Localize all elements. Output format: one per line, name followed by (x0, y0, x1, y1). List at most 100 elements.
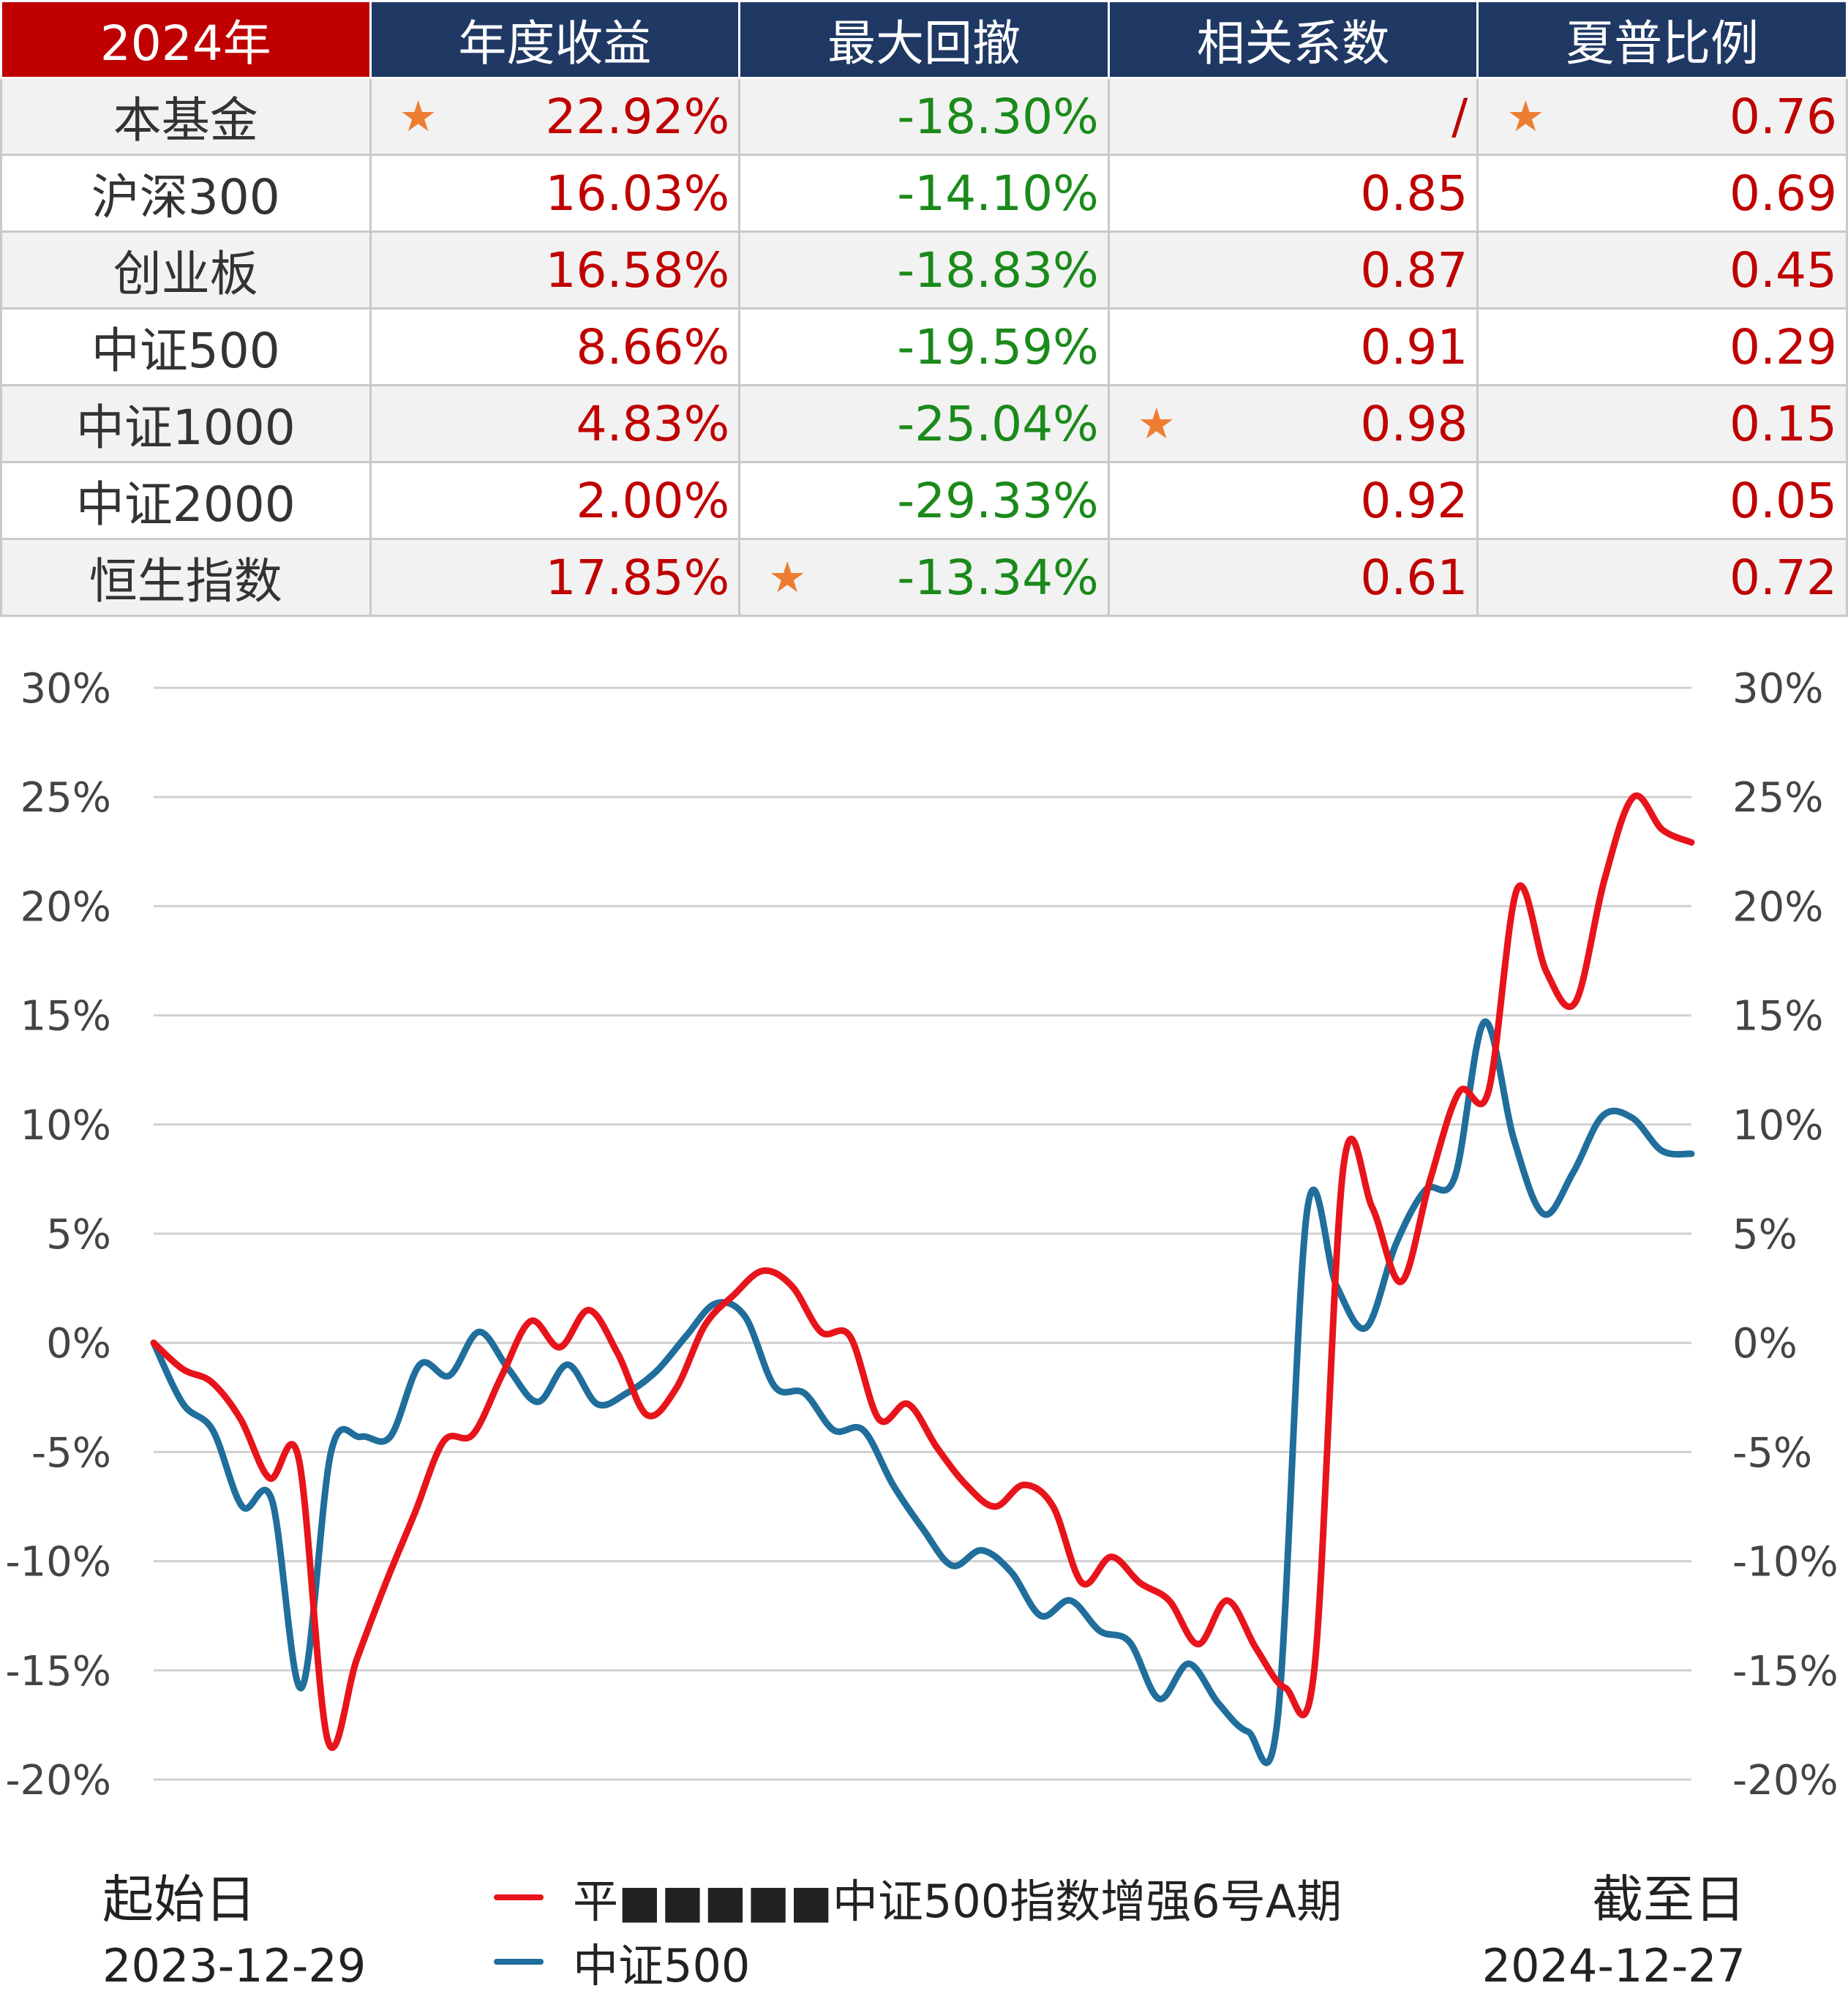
y-tick-label-left: -5% (31, 1429, 111, 1477)
cell-value: 0.87 (1360, 241, 1468, 299)
max-drawdown-cell: -18.83% (738, 230, 1110, 310)
cell-value: 2.00% (576, 472, 730, 529)
row-name-cell: 恒生指数 (0, 538, 372, 617)
cell-value: -29.33% (897, 472, 1099, 529)
cell-value: 22.92% (545, 88, 730, 145)
y-tick-label-right: -5% (1732, 1429, 1812, 1477)
start-date: 2023-12-29 (102, 1939, 367, 1992)
cell-value: 0.98 (1360, 395, 1468, 452)
cell-value: -18.83% (897, 241, 1099, 299)
year-header: 2024年 (0, 0, 372, 79)
correlation-cell: 0.85 (1107, 154, 1479, 233)
max-drawdown-cell: -19.59% (738, 307, 1110, 386)
y-tick-label-right: 15% (1732, 993, 1823, 1041)
cell-value: 16.03% (545, 165, 730, 222)
row-name-cell: 中证2000 (0, 461, 372, 540)
y-tick-label-left: 20% (20, 883, 111, 931)
cell-value: 0.45 (1729, 241, 1837, 299)
y-tick-label-right: 5% (1732, 1211, 1798, 1259)
legend-label: 中证500 (573, 1939, 751, 1992)
y-tick-label-right: 25% (1732, 774, 1823, 822)
sharpe-cell: 0.45 (1476, 230, 1848, 310)
annual-return-cell: 4.83% (369, 384, 741, 463)
table-row: 中证500 8.66% -19.59% 0.91 0.29 (0, 307, 1848, 386)
y-tick-label-right: -20% (1732, 1757, 1838, 1804)
y-tick-label-right: 30% (1732, 665, 1823, 713)
sharpe-header: 夏普比例 (1476, 0, 1848, 79)
y-tick-label-right: -15% (1732, 1648, 1838, 1695)
y-tick-label-left: -10% (5, 1539, 111, 1586)
sharpe-cell: ★ 0.76 (1476, 77, 1848, 156)
table-row: 中证1000 4.83% -25.04% ★ 0.98 0.15 (0, 384, 1848, 463)
y-tick-label-left: 15% (20, 993, 111, 1041)
start-label: 起始日 (102, 1870, 256, 1930)
table-row: 本基金 ★ 22.92% -18.30% / ★ 0.76 (0, 77, 1848, 156)
y-tick-label-left: 25% (20, 774, 111, 822)
cell-value: -18.30% (897, 88, 1099, 145)
max-drawdown-cell: ★ -13.34% (738, 538, 1110, 617)
y-tick-label-left: 30% (20, 665, 111, 713)
row-name-cell: 沪深300 (0, 154, 372, 233)
chart-series (150, 792, 1695, 1766)
correlation-cell: 0.87 (1107, 230, 1479, 310)
max-drawdown-header: 最大回撤 (738, 0, 1110, 79)
cell-value: -25.04% (897, 395, 1099, 452)
annual-return-cell: 2.00% (369, 461, 741, 540)
cell-value: 0.92 (1360, 472, 1468, 529)
cell-value: 16.58% (545, 241, 730, 299)
cell-value: 17.85% (545, 549, 730, 606)
legend-label: 平■■■■■中证500指数增强6号A期 (573, 1875, 1342, 1928)
legend-item-csi500: 中证500 (494, 1929, 750, 1995)
cell-value: 0.72 (1729, 549, 1837, 606)
cell-value: 0.29 (1729, 318, 1837, 375)
correlation-cell: 0.61 (1107, 538, 1479, 617)
line-chart: 30% 25% 20% 15% 10% 5% 0% -5% -10% -15% -20% 30% 25… (5, 665, 1838, 1804)
cell-value: 0.85 (1360, 165, 1468, 222)
star-icon: ★ (399, 91, 437, 141)
cell-value: -13.34% (897, 549, 1099, 606)
legend-item-fund: 平■■■■■中证500指数增强6号A期 (494, 1864, 1342, 1930)
cell-value: 0.61 (1360, 549, 1468, 606)
cell-value: 0.91 (1360, 318, 1468, 375)
table-body: 本基金 ★ 22.92% -18.30% / ★ 0.76 沪深300 16.03% -14.10… (0, 77, 1848, 617)
annual-return-cell: 17.85% (369, 538, 741, 617)
y-tick-label-right: 0% (1732, 1320, 1798, 1368)
table-row: 创业板 16.58% -18.83% 0.87 0.45 (0, 230, 1848, 310)
y-tick-label-left: 0% (46, 1320, 111, 1368)
y-axis-left: 30% 25% 20% 15% 10% 5% 0% -5% -10% -15% -20% (5, 665, 111, 1804)
row-name-cell: 中证1000 (0, 384, 372, 463)
sharpe-cell: 0.05 (1476, 461, 1848, 540)
correlation-cell: 0.91 (1107, 307, 1479, 386)
table-row: 中证2000 2.00% -29.33% 0.92 0.05 (0, 461, 1848, 540)
y-tick-label-right: -10% (1732, 1539, 1838, 1586)
cell-value: 0.69 (1729, 165, 1837, 222)
cell-value: -19.59% (897, 318, 1099, 375)
sharpe-cell: 0.15 (1476, 384, 1848, 463)
y-tick-label-left: -20% (5, 1757, 111, 1804)
y-tick-label-left: -15% (5, 1648, 111, 1695)
cell-value: 8.66% (576, 318, 730, 375)
sharpe-cell: 0.69 (1476, 154, 1848, 233)
sharpe-cell: 0.29 (1476, 307, 1848, 386)
cell-value: -14.10% (897, 165, 1099, 222)
table-header-row: 2024年 年度收益 最大回撤 相关系数 夏普比例 (0, 0, 1848, 79)
star-icon: ★ (1506, 91, 1545, 141)
row-name-cell: 本基金 (0, 77, 372, 156)
cell-value: 0.05 (1729, 472, 1837, 529)
max-drawdown-cell: -29.33% (738, 461, 1110, 540)
annual-return-cell: 16.03% (369, 154, 741, 233)
row-name-cell: 中证500 (0, 307, 372, 386)
table-row: 沪深300 16.03% -14.10% 0.85 0.69 (0, 154, 1848, 233)
y-tick-label-left: 5% (46, 1211, 111, 1259)
sharpe-cell: 0.72 (1476, 538, 1848, 617)
row-name-cell: 创业板 (0, 230, 372, 310)
y-tick-label-left: 10% (20, 1102, 111, 1150)
star-icon: ★ (768, 552, 807, 602)
end-date: 2024-12-27 (1481, 1939, 1746, 1992)
star-icon: ★ (1137, 399, 1176, 449)
y-tick-label-right: 20% (1732, 883, 1823, 931)
cell-value: 0.76 (1729, 88, 1837, 145)
end-label: 截至日 (1592, 1870, 1746, 1930)
max-drawdown-cell: -14.10% (738, 154, 1110, 233)
annual-return-header: 年度收益 (369, 0, 741, 79)
